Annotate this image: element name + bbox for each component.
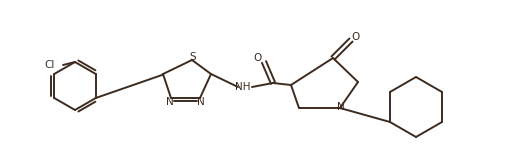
Text: O: O [254,53,262,63]
Text: N: N [197,97,205,107]
Text: O: O [352,32,360,42]
Text: Cl: Cl [44,60,55,70]
Text: S: S [190,52,196,62]
Text: NH: NH [235,82,251,92]
Text: N: N [166,97,174,107]
Text: N: N [337,102,345,112]
